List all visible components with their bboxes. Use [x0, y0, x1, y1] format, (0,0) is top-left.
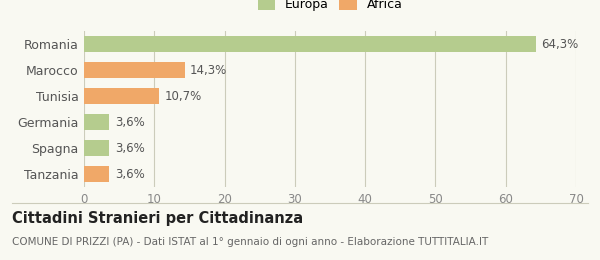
Text: Cittadini Stranieri per Cittadinanza: Cittadini Stranieri per Cittadinanza [12, 211, 303, 226]
Legend: Europa, Africa: Europa, Africa [254, 0, 406, 15]
Text: COMUNE DI PRIZZI (PA) - Dati ISTAT al 1° gennaio di ogni anno - Elaborazione TUT: COMUNE DI PRIZZI (PA) - Dati ISTAT al 1°… [12, 237, 488, 246]
Text: 3,6%: 3,6% [115, 142, 145, 155]
Bar [84, 140, 109, 156]
Bar [84, 62, 185, 78]
Bar [84, 36, 536, 52]
Bar [84, 166, 109, 182]
Text: 14,3%: 14,3% [190, 64, 227, 77]
Bar [84, 114, 109, 130]
Text: 10,7%: 10,7% [165, 90, 202, 103]
Text: 3,6%: 3,6% [115, 168, 145, 181]
Bar [84, 88, 159, 104]
Text: 3,6%: 3,6% [115, 116, 145, 129]
Text: 64,3%: 64,3% [542, 38, 579, 51]
